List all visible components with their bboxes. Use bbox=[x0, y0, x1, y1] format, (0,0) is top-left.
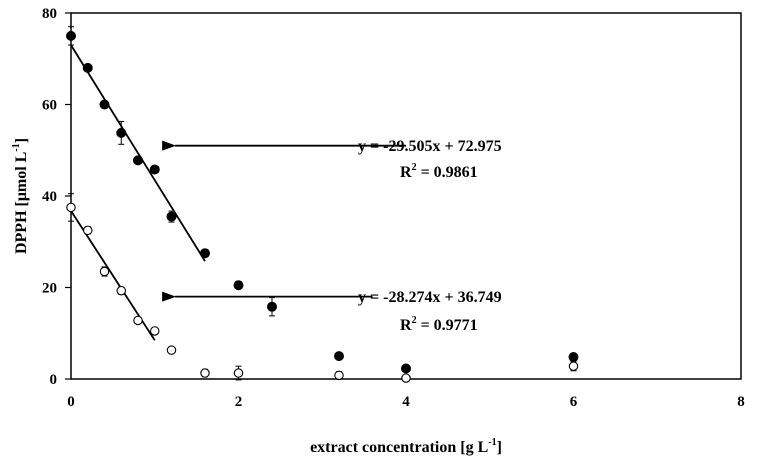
y-tick-label: 60 bbox=[42, 98, 57, 114]
data-point-series-1 bbox=[149, 164, 160, 175]
data-point-series-1 bbox=[334, 351, 344, 362]
data-point-series-2 bbox=[233, 368, 244, 378]
data-point-series-1 bbox=[233, 280, 244, 291]
x-tick-label: 2 bbox=[235, 394, 243, 410]
x-tick-label: 6 bbox=[570, 394, 578, 410]
data-point-series-2 bbox=[66, 202, 76, 213]
data-points bbox=[66, 30, 579, 383]
y-tick-label: 0 bbox=[50, 372, 58, 388]
x-axis-title-main: extract concentration [g L bbox=[310, 439, 488, 456]
r2-label-series-1: R2 = 0.9861 bbox=[400, 162, 478, 181]
y-axis-title-close: ] bbox=[13, 138, 30, 143]
y-axis-ticks: 0 20 40 60 80 bbox=[42, 6, 71, 388]
data-point-series-1 bbox=[568, 352, 579, 363]
data-point-series-2 bbox=[99, 266, 110, 277]
data-point-series-2 bbox=[150, 326, 160, 336]
data-point-series-1 bbox=[200, 248, 210, 259]
y-tick-label: 40 bbox=[42, 189, 57, 205]
x-axis-title-sup: -1 bbox=[488, 437, 496, 448]
data-point-series-1 bbox=[401, 363, 411, 374]
equation-label-series-2: y = -28.274x + 36.749 bbox=[358, 289, 502, 306]
data-point-series-1 bbox=[66, 30, 76, 41]
y-axis-title-sup: -1 bbox=[11, 143, 22, 151]
data-point-series-2 bbox=[83, 225, 93, 236]
data-point-series-2 bbox=[401, 373, 411, 383]
data-point-series-2 bbox=[334, 370, 344, 381]
regression-line-series-1 bbox=[70, 44, 206, 262]
x-tick-label: 0 bbox=[67, 394, 75, 410]
r2-value: = 0.9861 bbox=[417, 164, 478, 181]
x-tick-label: 8 bbox=[737, 394, 745, 410]
equation-label-series-1: y = -29.505x + 72.975 bbox=[358, 138, 502, 155]
data-point-series-1 bbox=[166, 211, 177, 222]
r2-superscript: 2 bbox=[412, 162, 417, 173]
error-bars bbox=[68, 26, 577, 381]
r2-prefix: R bbox=[400, 317, 412, 334]
data-point-series-2 bbox=[133, 315, 143, 326]
x-axis-title-close: ] bbox=[497, 439, 502, 456]
data-point-series-2 bbox=[166, 345, 177, 355]
y-axis-title: DPPH [μmol L-1] bbox=[11, 138, 30, 254]
r2-label-series-2: R2 = 0.9771 bbox=[400, 315, 478, 334]
data-point-series-1 bbox=[116, 127, 127, 138]
annotation-arrows bbox=[162, 140, 406, 302]
data-point-series-1 bbox=[99, 99, 110, 110]
data-point-series-2 bbox=[200, 368, 210, 378]
r2-superscript: 2 bbox=[412, 315, 417, 326]
x-tick-label: 4 bbox=[402, 394, 410, 410]
y-axis-title-main: DPPH [μmol L bbox=[13, 152, 30, 254]
data-point-series-2 bbox=[116, 285, 127, 296]
x-axis-ticks: 0 2 4 6 8 bbox=[67, 394, 745, 410]
data-point-series-2 bbox=[568, 361, 579, 371]
y-tick-label: 80 bbox=[42, 6, 57, 22]
y-tick-label: 20 bbox=[42, 281, 57, 297]
r2-prefix: R bbox=[400, 164, 412, 181]
data-point-series-1 bbox=[82, 62, 93, 73]
x-axis-title: extract concentration [g L-1] bbox=[310, 437, 502, 456]
r2-value: = 0.9771 bbox=[417, 317, 478, 334]
data-point-series-1 bbox=[133, 155, 143, 166]
data-point-series-1 bbox=[267, 301, 277, 312]
